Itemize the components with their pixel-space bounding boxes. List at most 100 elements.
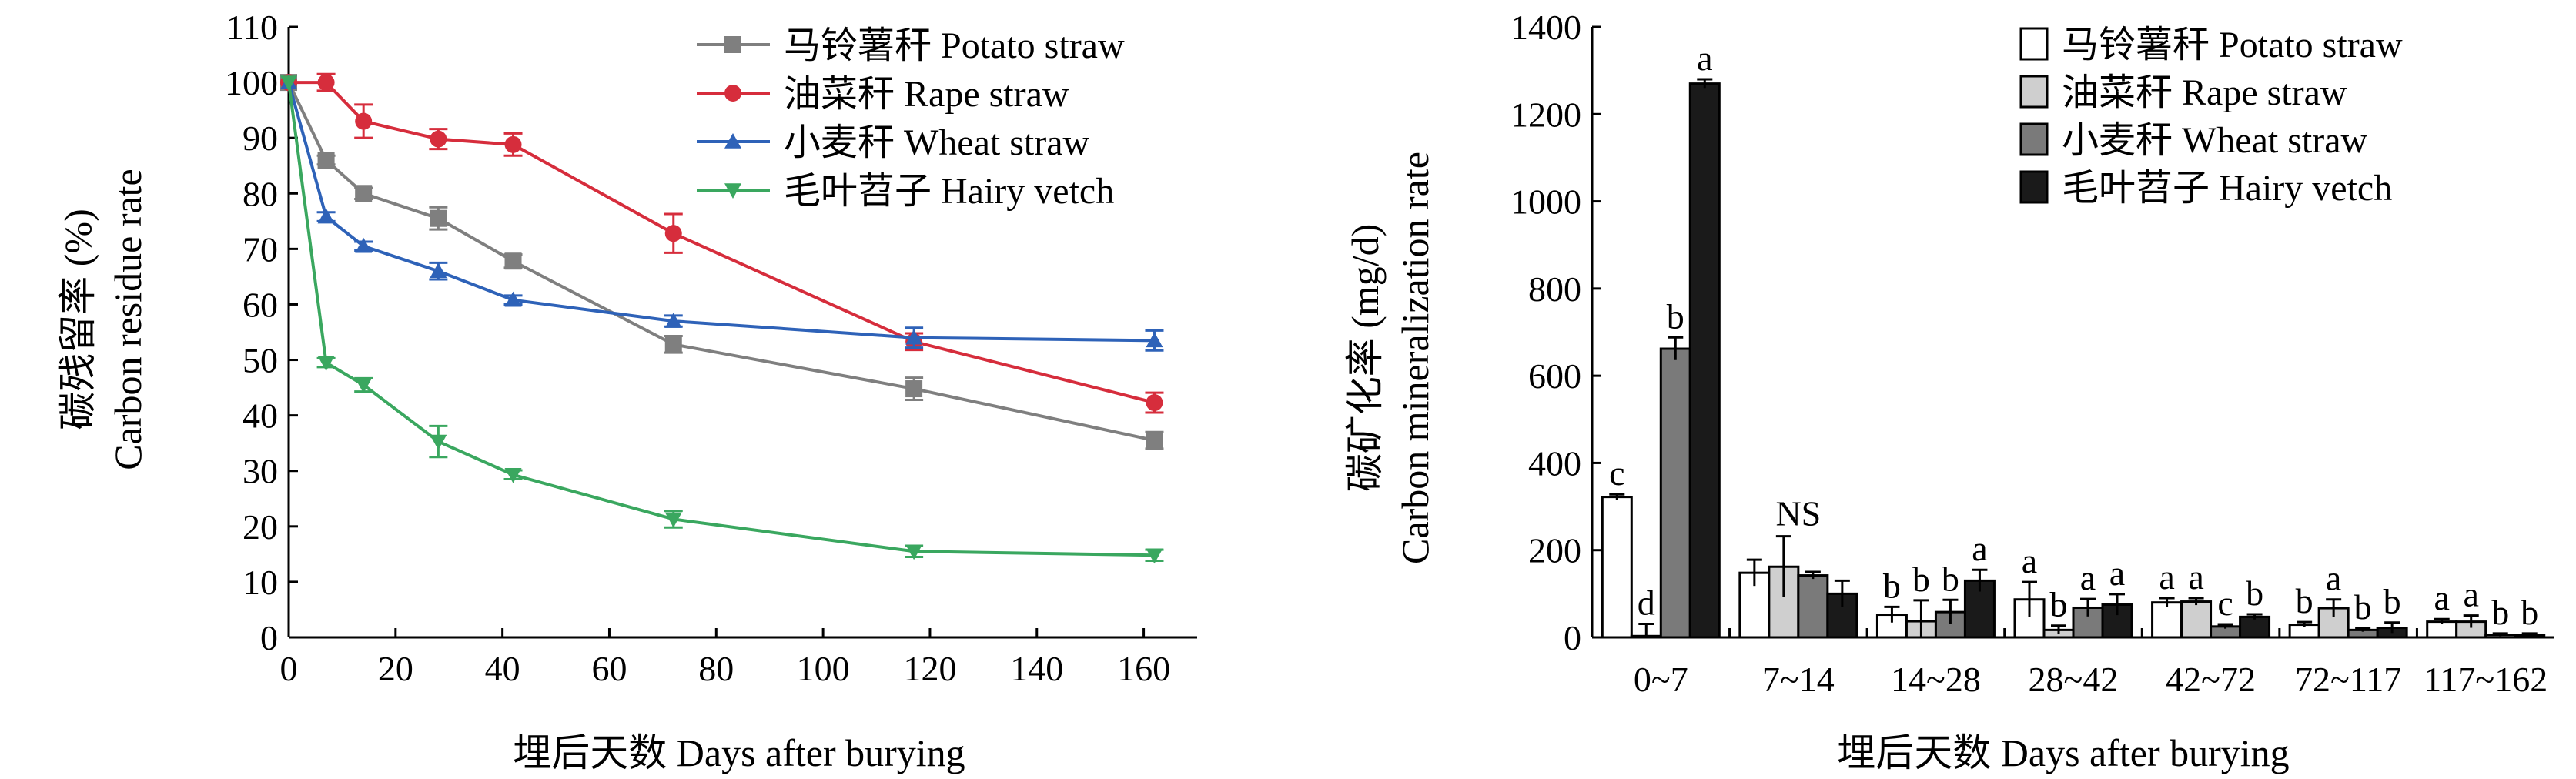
left-x-tick-label: 100: [797, 649, 850, 688]
significance-label: a: [2188, 557, 2203, 597]
right-x-tick-label: 7~14: [1762, 660, 1835, 699]
legend-marker: [724, 133, 741, 149]
bar-bar_vetch: [2239, 615, 2271, 639]
right-x-title: 埋后天数 Days after burying: [1837, 731, 2289, 774]
significance-label: a: [2464, 575, 2479, 614]
right-x-tick-label: 0~7: [1634, 660, 1688, 699]
left-y-tick-label: 50: [243, 341, 278, 380]
legend-swatch: [2019, 122, 2049, 156]
bar-bar_vetch: [1688, 82, 1721, 639]
significance-label: a: [1697, 38, 1712, 78]
right-y-tick-label: 1000: [1510, 182, 1581, 222]
significance-label: a: [2109, 553, 2125, 593]
data-point: [317, 152, 335, 169]
series-wheat: [280, 74, 1164, 352]
right-y-tick-label: 1400: [1510, 8, 1581, 47]
data-point: [317, 356, 335, 372]
data-point: [504, 252, 522, 270]
bar-bar_rape: [2180, 600, 2213, 639]
right-x-tick-label: 14~28: [1891, 660, 1981, 699]
left-x-tick-label: 40: [485, 649, 520, 688]
right-axes: 0 200 400 600 800 1000 1200 1400 0~7 7~14 14~28 28~…: [1510, 8, 2554, 699]
data-point: [317, 208, 335, 224]
significance-label: b: [1883, 566, 1901, 605]
legend-label: 马铃薯秆 Potato straw: [784, 25, 1125, 66]
significance-label: b: [2384, 582, 2401, 621]
data-point: [504, 291, 522, 307]
significance-label: c: [1609, 453, 1624, 493]
right-x-tick-label: 28~42: [2029, 660, 2119, 699]
data-point: [355, 237, 373, 253]
right-y-tick-label: 200: [1528, 531, 1581, 570]
bar-group-5: bab b: [2288, 559, 2408, 639]
data-point: [1146, 548, 1163, 564]
bar-bar_wheat: [1797, 574, 1829, 639]
group-note-label: NS: [1775, 494, 1821, 533]
data-point: [905, 380, 923, 398]
significance-label: b: [2050, 585, 2068, 624]
significance-label: b: [2491, 593, 2509, 632]
right-y-tick-label: 1200: [1510, 95, 1581, 134]
data-point: [504, 135, 522, 153]
left-x-tick-label: 60: [591, 649, 627, 688]
legend-label: 小麦秆 Wheat straw: [2062, 120, 2368, 161]
legend-swatch: [2019, 75, 2049, 109]
significance-label: b: [2354, 587, 2372, 627]
bar-group-4: a ac b: [2151, 557, 2271, 639]
significance-label: a: [2080, 558, 2096, 597]
data-point: [1146, 332, 1163, 348]
significance-label: b: [2246, 573, 2263, 613]
left-y-tick-label: 80: [243, 174, 278, 213]
right-legend: 马铃薯秆 Potato straw 油菜秆 Rape straw 小麦秆 Wheat…: [2019, 25, 2403, 209]
bar-bar_potato: [2151, 601, 2183, 639]
bar-group-1: NS: [1738, 494, 1858, 639]
legend-label: 马铃薯秆 Potato straw: [2062, 25, 2403, 65]
legend-label: 小麦秆 Wheat straw: [784, 122, 1090, 163]
legend-marker: [724, 85, 741, 102]
left-axes: 0 10 20 30 40 50 60 70 80 90 100 110 0 20 40 60 80 100 120…: [225, 8, 1197, 688]
significance-label: d: [1638, 583, 1655, 622]
left-series-marks: [280, 72, 1164, 564]
legend-marker: [724, 183, 741, 199]
right-y-tick-label: 600: [1528, 356, 1581, 396]
right-y-title-cn: 碳矿化率 (mg/d): [1343, 224, 1387, 493]
data-point: [430, 434, 447, 450]
left-y-tick-label: 100: [225, 63, 278, 102]
data-point: [664, 336, 682, 353]
bar-bar_potato: [1601, 496, 1633, 639]
significance-label: a: [2159, 557, 2174, 597]
data-point: [355, 185, 373, 202]
series-vetch: [280, 75, 1164, 564]
mineralization-bar-chart: 碳矿化率 (mg/d) Carbon mineralization rate 埋…: [1343, 8, 2554, 774]
bar-group-0: c d b a: [1601, 38, 1721, 639]
right-y-tick-label: 0: [1564, 618, 1581, 657]
left-y-tick-label: 90: [243, 119, 278, 158]
series-line-rape: [289, 81, 1155, 404]
left-y-tick-label: 20: [243, 507, 278, 547]
left-x-tick-label: 0: [280, 649, 298, 688]
right-y-tick-label: 400: [1528, 443, 1581, 483]
significance-label: a: [2022, 541, 2037, 580]
data-point: [430, 209, 447, 227]
left-y-tick-label: 0: [260, 618, 278, 657]
bar-group-3: aba a: [2013, 541, 2133, 639]
left-y-tick-label: 60: [243, 285, 278, 324]
data-point: [664, 313, 682, 328]
left-legend: 马铃薯秆 Potato straw 油菜秆 Rape straw 小麦秆 Wheat…: [697, 25, 1125, 212]
bar-group-2: b b ba: [1875, 529, 1996, 639]
data-point: [664, 225, 682, 242]
right-x-tick-label: 117~162: [2424, 660, 2548, 699]
left-y-tick-label: 40: [243, 396, 278, 436]
data-point: [664, 512, 682, 528]
left-x-tick-label: 120: [903, 649, 956, 688]
data-point: [504, 467, 522, 483]
significance-label: b: [1942, 559, 1959, 598]
significance-label: a: [2434, 578, 2450, 617]
data-point: [280, 75, 297, 92]
data-point: [1146, 432, 1163, 450]
left-x-tick-label: 140: [1010, 649, 1063, 688]
left-y-tick-label: 110: [226, 8, 278, 47]
data-point: [430, 262, 447, 278]
